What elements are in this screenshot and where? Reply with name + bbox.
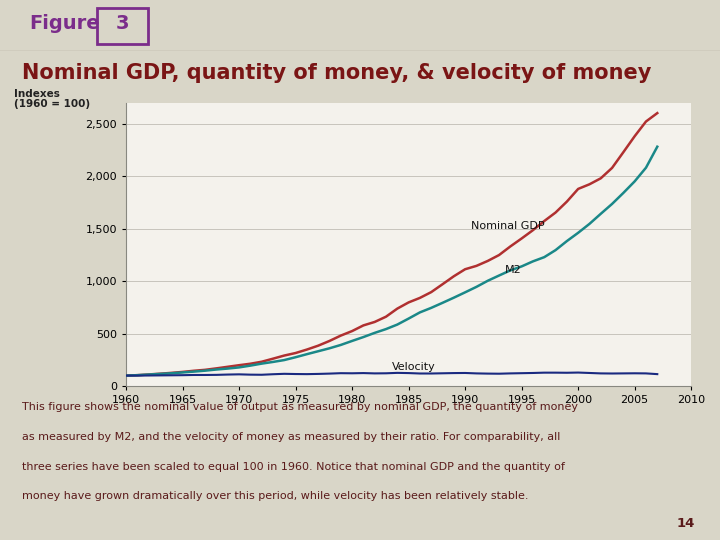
Text: as measured by M2, and the velocity of money as measured by their ratio. For com: as measured by M2, and the velocity of m… bbox=[22, 432, 560, 442]
Text: money have grown dramatically over this period, while velocity has been relative: money have grown dramatically over this … bbox=[22, 491, 528, 502]
Text: M2: M2 bbox=[505, 265, 521, 275]
Text: This figure shows the nominal value of output as measured by nominal GDP, the qu: This figure shows the nominal value of o… bbox=[22, 402, 577, 413]
Text: 14: 14 bbox=[676, 517, 695, 530]
Text: Nominal GDP: Nominal GDP bbox=[471, 221, 544, 231]
Text: Indexes: Indexes bbox=[14, 89, 60, 99]
FancyBboxPatch shape bbox=[97, 8, 148, 44]
Text: 3: 3 bbox=[116, 14, 129, 32]
Text: three series have been scaled to equal 100 in 1960. Notice that nominal GDP and : three series have been scaled to equal 1… bbox=[22, 462, 564, 472]
Text: Figure: Figure bbox=[29, 14, 99, 32]
Text: Nominal GDP, quantity of money, & velocity of money: Nominal GDP, quantity of money, & veloci… bbox=[22, 63, 651, 83]
Text: (1960 = 100): (1960 = 100) bbox=[14, 99, 91, 109]
Text: Velocity: Velocity bbox=[392, 362, 436, 372]
